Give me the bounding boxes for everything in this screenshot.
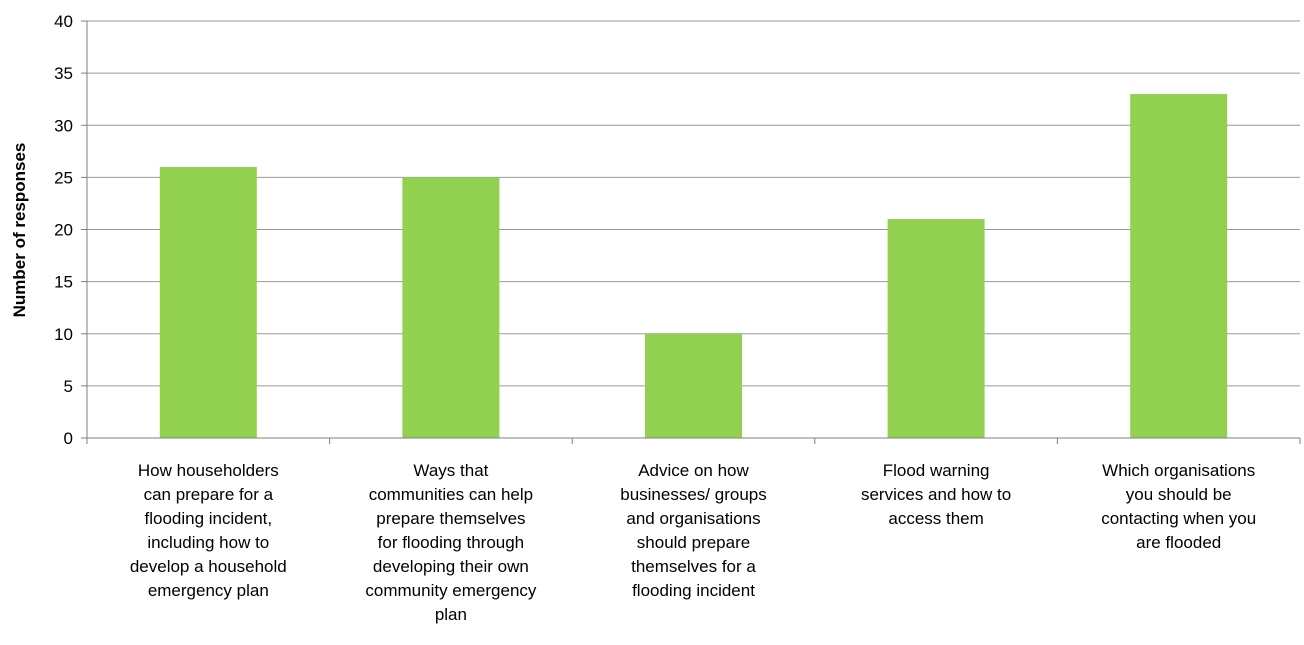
y-tick-label: 35 [54, 64, 73, 83]
bars [159, 93, 1228, 438]
x-category-label-line: are flooded [1136, 533, 1221, 552]
y-tick-label: 0 [64, 429, 73, 448]
x-category-label-line: develop a household [130, 557, 287, 576]
x-category-label-line: access them [888, 509, 983, 528]
axes [86, 21, 1301, 444]
x-category-label-line: flooding incident, [145, 509, 273, 528]
x-category-label-line: contacting when you [1101, 509, 1256, 528]
x-category-label-line: Which organisations [1102, 461, 1255, 480]
x-category-label-line: themselves for a [631, 557, 756, 576]
x-category-label-line: including how to [147, 533, 269, 552]
x-category-label: Ways that communities can help prepare the… [365, 461, 537, 624]
x-category-label-line: services and how to [861, 485, 1011, 504]
x-category-label-line: can prepare for a [144, 485, 274, 504]
x-category-label-line: and organisations [626, 509, 760, 528]
y-tick-labels: 0 5 10 15 20 25 30 35 40 [54, 12, 73, 448]
x-category-label-line: community emergency [365, 581, 537, 600]
x-category-label-line: How householders [138, 461, 279, 480]
x-category-label: Advice on how businesses/ groups and organ… [620, 461, 766, 600]
x-category-label: How householders can prepare for a floodin… [130, 461, 287, 600]
x-category-label-line: should prepare [637, 533, 750, 552]
x-category-label-line: emergency plan [148, 581, 269, 600]
bar [1130, 93, 1228, 438]
y-tick-label: 25 [54, 168, 73, 187]
y-tick-label: 15 [54, 273, 73, 292]
x-category-label-line: Flood warning [883, 461, 990, 480]
category-labels: How householders can prepare for a floodin… [130, 461, 1256, 624]
y-tick-label: 30 [54, 116, 73, 135]
x-category-label-line: developing their own [373, 557, 529, 576]
x-category-label-line: communities can help [369, 485, 533, 504]
x-category-label-line: prepare themselves [376, 509, 525, 528]
y-tick-label: 20 [54, 221, 73, 240]
x-category-label-line: plan [435, 605, 467, 624]
bar [887, 219, 985, 438]
x-category-label-line: Ways that [413, 461, 488, 480]
x-category-label-line: businesses/ groups [620, 485, 766, 504]
y-axis-title: Number of responses [10, 143, 29, 318]
x-category-label: Flood warning services and how to access t… [861, 461, 1011, 528]
x-category-label-line: Advice on how [638, 461, 749, 480]
x-category-label-line: you should be [1126, 485, 1232, 504]
y-tick-label: 40 [54, 12, 73, 31]
gridlines [81, 20, 1300, 439]
bar [159, 166, 257, 438]
y-tick-label: 5 [64, 377, 73, 396]
y-tick-label: 10 [54, 325, 73, 344]
x-category-label-line: flooding incident [632, 581, 755, 600]
bar [645, 333, 742, 438]
x-category-label: Which organisations you should be contacti… [1101, 461, 1256, 552]
x-category-label-line: for flooding through [378, 533, 525, 552]
bar [402, 177, 500, 438]
